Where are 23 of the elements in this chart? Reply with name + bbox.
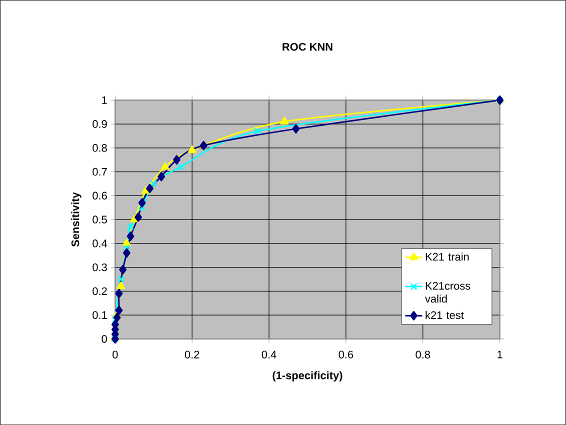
y-tick-label: 0.9 (92, 120, 107, 128)
y-tick-label: 0.5 (92, 216, 107, 224)
x-tick-label: 1 (498, 350, 502, 358)
x-axis-title: (1-specificity) (272, 371, 342, 382)
y-tick-label: 0.7 (92, 168, 107, 176)
y-tick-label: 0.3 (92, 263, 107, 272)
y-tick-label: 0.1 (92, 311, 107, 319)
y-tick-label: 0.2 (92, 287, 107, 296)
legend-label: K21 train (426, 252, 469, 261)
chart-title: ROC KNN (282, 42, 332, 51)
y-tick-label: 0.4 (92, 240, 108, 248)
y-tick-label: 0.6 (92, 192, 107, 200)
legend-label: k21 test (426, 310, 464, 319)
y-tick-label: 1 (102, 96, 107, 104)
x-tick-label: 0.2 (184, 350, 200, 358)
y-tick-label: 0.8 (92, 144, 107, 152)
y-tick-label: 0 (102, 335, 107, 343)
x-tick-label: 0.8 (416, 350, 430, 358)
legend-label: K21cross valid (425, 282, 470, 303)
x-tick-label: 0.4 (262, 350, 276, 358)
x-tick-label: 0 (112, 350, 118, 358)
x-tick-label: 0.6 (338, 350, 354, 358)
y-axis-title: Sensitivity (71, 192, 82, 247)
